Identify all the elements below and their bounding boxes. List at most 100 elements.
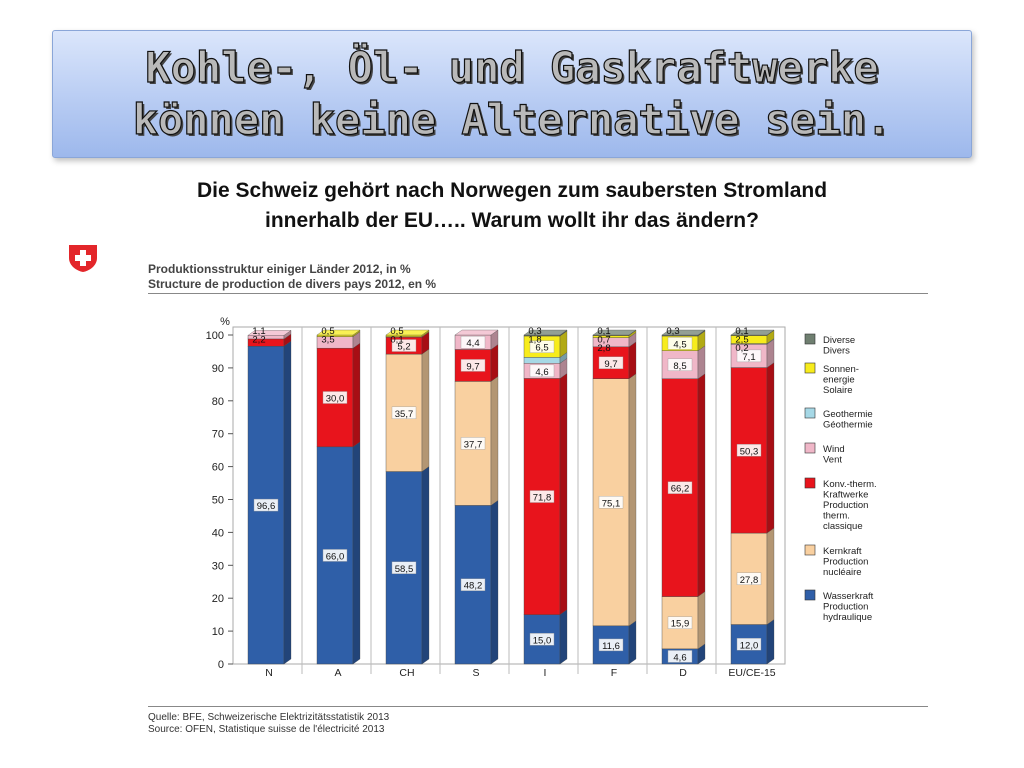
data-label: 4,6 [535, 367, 548, 378]
source-fr: Source: OFEN, Statistique suisse de l'él… [148, 724, 385, 735]
data-label-box [253, 498, 279, 512]
source-de: Quelle: BFE, Schweizerische Elektrizität… [148, 712, 390, 723]
data-label-small: 3,5 [321, 335, 334, 346]
data-label: 71,8 [533, 493, 552, 504]
data-label-box [391, 406, 417, 420]
data-label: 37,7 [464, 439, 483, 450]
x-tick-label: A [334, 667, 341, 679]
x-tick-label: I [544, 667, 547, 679]
data-label-small: 1,8 [528, 335, 541, 346]
divider-bottom [148, 706, 928, 707]
data-label: 66,2 [671, 484, 690, 495]
data-label-box [460, 359, 486, 372]
data-label: 35,7 [395, 409, 414, 420]
data-label-box [322, 549, 348, 562]
bar-side-Wasserkraft [559, 609, 568, 665]
legend-label: Geothermie [823, 409, 873, 420]
data-label-box [460, 437, 486, 450]
data-label-small: 2,2 [252, 335, 265, 346]
data-label-small: 0,1 [597, 326, 610, 337]
data-label-small: 2,5 [735, 335, 748, 346]
data-label-box [322, 391, 348, 404]
data-label: 4,4 [466, 338, 479, 349]
data-label-box [529, 490, 555, 503]
bar-side-Konv [490, 344, 499, 382]
data-label-box [736, 444, 762, 457]
x-tick-label: F [611, 667, 617, 679]
y-tick-label: 20 [212, 593, 224, 605]
bar-top-face [385, 329, 430, 336]
legend-swatch-Wind [804, 442, 816, 454]
legend-label: Kraftwerke [823, 490, 868, 501]
data-label-box [460, 336, 486, 349]
data-label: 30,0 [326, 394, 345, 405]
y-tick-label: 90 [212, 363, 224, 375]
y-tick-label: 0 [218, 659, 224, 671]
data-label-box [529, 364, 555, 378]
subtitle-line-2: innerhalb der EU….. Warum wollt ihr das … [265, 209, 759, 232]
legend-label: Production [823, 602, 868, 613]
data-label-box [667, 616, 693, 629]
data-label: 15,0 [533, 635, 552, 646]
data-label-box [598, 496, 624, 509]
legend-label: Vent [823, 455, 842, 466]
bar-side-Wasserkraft [283, 340, 292, 665]
legend-label: hydraulique [823, 612, 872, 623]
legend-label: Production [823, 557, 868, 568]
legend-swatch-Wasserkraft [804, 589, 816, 601]
data-label-small: 1,1 [252, 326, 265, 337]
bar-side-Konv [352, 342, 361, 448]
data-label-small: 0,5 [321, 326, 334, 337]
bar-side-Kernkraft [766, 527, 775, 625]
subtitle-line-1: Die Schweiz gehört nach Norwegen zum sau… [196, 179, 828, 202]
legend-label: Wind [823, 444, 845, 455]
bar-top-face [592, 329, 637, 336]
legend-label: Kernkraft [823, 546, 862, 557]
bar-side-Konv [559, 373, 568, 615]
y-tick-label: 70 [212, 429, 224, 441]
data-label-box [391, 339, 417, 352]
data-label: 15,9 [671, 619, 690, 630]
y-tick-label: 60 [212, 462, 224, 474]
y-tick-label: 100 [206, 330, 224, 342]
data-label: 58,5 [395, 564, 414, 575]
data-label-box [460, 578, 486, 591]
bar-side-Kernkraft [421, 348, 430, 472]
data-label: 48,2 [464, 581, 483, 592]
legend-label: energie [823, 375, 855, 386]
data-label: 96,6 [257, 501, 276, 512]
legend-swatch-Geothermie [804, 407, 816, 419]
data-label: 66,0 [326, 551, 345, 562]
data-label-box [667, 337, 693, 350]
data-label-small: 0,3 [528, 326, 541, 337]
bar-side-Konv [697, 373, 706, 597]
legend-swatch-Sonnenenergie [804, 362, 816, 374]
bar-side-Wind [697, 345, 706, 380]
data-label: 11,6 [602, 641, 620, 652]
bar-top-face [316, 329, 361, 336]
data-label: 4,5 [673, 339, 686, 350]
x-tick-label: N [265, 667, 273, 679]
chart-title-de: Produktionsstruktur einiger Länder 2012,… [148, 262, 411, 276]
stacked-bar-chart: 0 10 20 30 40 50 60 70 80 90 100% 96,6 1,12,2 N 66,0 30… [206, 316, 877, 679]
data-label-small: 0,3 [666, 326, 679, 337]
y-axis-label: % [220, 316, 230, 328]
data-label-box [391, 561, 417, 574]
x-tick-label: EU/CE-15 [728, 667, 775, 679]
bar-side-Wasserkraft [352, 441, 361, 665]
bar-side-Wasserkraft [628, 620, 637, 665]
divider-top [148, 293, 928, 294]
data-label-small: 0,1 [735, 326, 748, 337]
legend-label: nucléaire [823, 567, 862, 578]
bar-side-Wasserkraft [490, 500, 499, 665]
legend-label: Divers [823, 346, 850, 357]
bar-side-Kernkraft [697, 591, 706, 650]
data-label: 12,0 [740, 640, 759, 651]
legend-swatch-Diverse [804, 333, 816, 345]
data-label: 8,5 [673, 361, 686, 372]
data-label-box [529, 633, 555, 646]
y-tick-label: 40 [212, 527, 224, 539]
bar-side-Konv [766, 362, 775, 534]
legend-label: Konv.-therm. [823, 479, 877, 490]
bar-side-Kernkraft [628, 373, 637, 627]
